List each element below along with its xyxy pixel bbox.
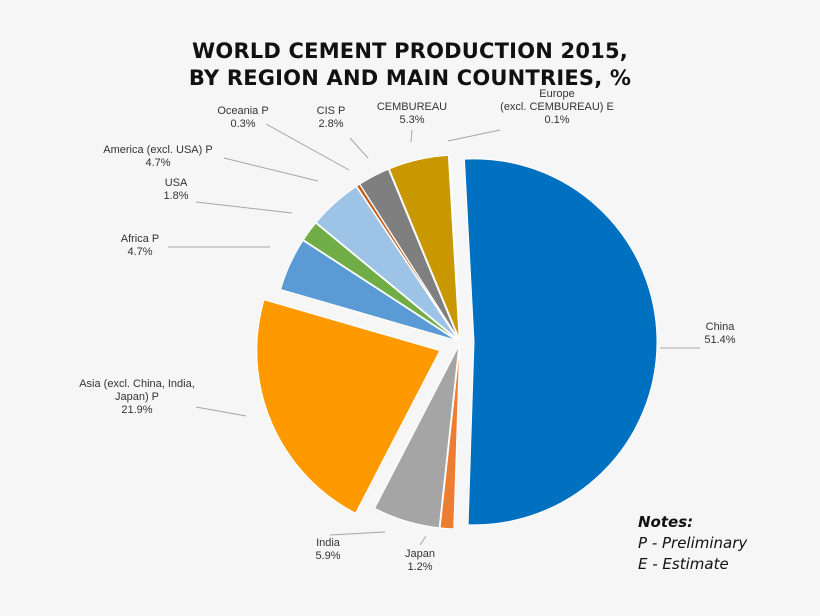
leader-line <box>195 406 247 417</box>
leader-line <box>329 531 386 536</box>
slice-label: Africa P 4.7% <box>121 233 160 258</box>
leader-line <box>447 129 501 142</box>
notes-heading: Notes: <box>638 513 694 531</box>
pie-slice-cembureau <box>388 154 460 339</box>
chart-title-line-1: WORLD CEMENT PRODUCTION 2015, <box>192 39 628 63</box>
slice-label: CIS P 2.8% <box>317 105 346 130</box>
leader-line <box>195 201 293 214</box>
notes-box: Notes: P - Preliminary E - Estimate <box>638 512 747 575</box>
pie-slice-china <box>463 158 658 526</box>
slice-label: Asia (excl. China, India, Japan) P 21.9% <box>79 378 195 416</box>
slice-label: Oceania P 0.3% <box>217 105 268 130</box>
slice-label: CEMBUREAU 5.3% <box>377 101 447 126</box>
slice-label: India 5.9% <box>315 537 340 562</box>
pie-slice-cis-p <box>359 168 459 339</box>
chart-title: WORLD CEMENT PRODUCTION 2015, BY REGION … <box>0 38 820 92</box>
slice-label: China 51.4% <box>704 321 735 346</box>
leader-line <box>419 535 427 546</box>
pie-slice-america-excl-usa-p <box>315 185 458 340</box>
leader-line <box>223 157 319 182</box>
notes-preliminary: P - Preliminary <box>638 534 748 552</box>
leader-line <box>349 137 369 159</box>
leader-line <box>410 129 413 143</box>
slice-label: Europe (excl. CEMBUREAU) E 0.1% <box>500 88 614 126</box>
pie-slice-africa-p <box>279 239 457 341</box>
pie-slice-india <box>373 345 460 529</box>
pie-slice-japan <box>439 345 461 530</box>
slice-label: America (excl. USA) P 4.7% <box>103 144 212 169</box>
pie-slice-usa <box>302 222 458 341</box>
notes-estimate: E - Estimate <box>638 555 729 573</box>
leader-line <box>265 123 350 171</box>
slice-label: USA 1.8% <box>163 177 188 202</box>
pie-slice-asia-excl-china-india-japan-p <box>256 299 441 514</box>
slice-label: Japan 1.2% <box>405 548 435 573</box>
chart-title-line-2: BY REGION AND MAIN COUNTRIES, % <box>188 66 632 90</box>
pie-slice-europe-excl-cembureau-e <box>448 154 461 339</box>
